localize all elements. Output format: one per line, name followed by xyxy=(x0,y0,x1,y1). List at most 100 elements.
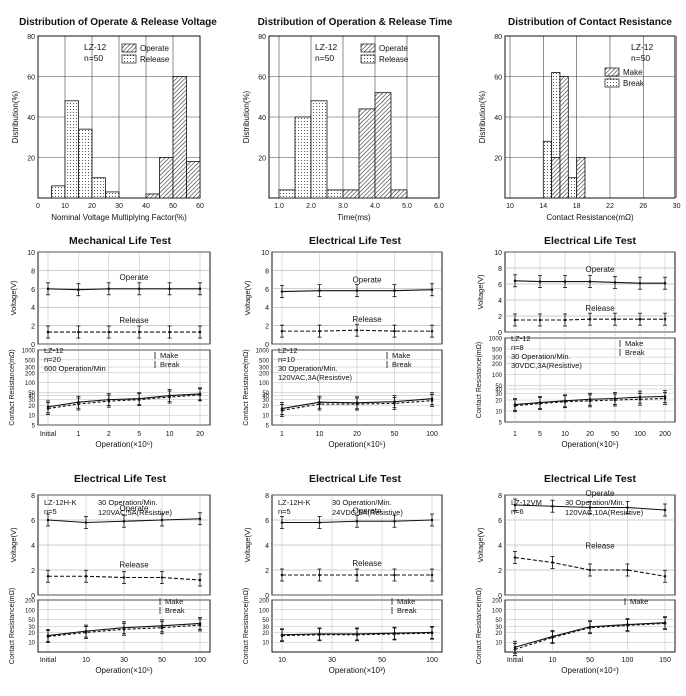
test-note: LZ-12 xyxy=(511,334,531,343)
release-label: Release xyxy=(119,560,149,569)
resistance-tick-label: 20 xyxy=(495,399,502,405)
operate-point xyxy=(318,289,321,292)
break-point xyxy=(663,622,667,625)
release-point xyxy=(663,317,667,321)
x-tick-label: 5 xyxy=(137,431,141,438)
resistance-tick-label: 10 xyxy=(262,414,269,420)
sample-count: n=50 xyxy=(631,53,650,63)
resistance-tick-label: 300 xyxy=(25,366,36,372)
x-tick-label: 40 xyxy=(142,203,150,210)
histogram-bar xyxy=(145,193,160,199)
x-tick-label: 100 xyxy=(426,657,438,664)
release-point xyxy=(77,330,80,334)
y-tick-label: 20 xyxy=(27,156,35,163)
release-point xyxy=(198,330,202,334)
resistance-tick-label: 100 xyxy=(492,373,503,379)
x-tick-label: 10 xyxy=(316,431,324,438)
legend-swatch xyxy=(604,78,620,88)
test-note: 120VAC,10A(Resistive) xyxy=(565,508,644,517)
resistance-tick-label: 10 xyxy=(28,641,35,647)
legend-label: Break xyxy=(392,360,412,369)
operate-point xyxy=(663,281,667,285)
x-tick-label: 30 xyxy=(328,657,336,664)
resistance-tick-label: 200 xyxy=(25,371,36,377)
x-tick-label: 1 xyxy=(280,431,284,438)
x-axis-label: Operation(×10⁵) xyxy=(328,440,386,449)
voltage-axis-label: Voltage(V) xyxy=(9,527,18,563)
voltage-tick-label: 6 xyxy=(31,518,35,525)
voltage-tick-label: 0 xyxy=(265,342,269,349)
resistance-tick-label: 50 xyxy=(28,618,35,624)
resistance-tick-label: 500 xyxy=(492,347,503,353)
release-label: Release xyxy=(585,542,615,551)
voltage-tick-label: 6 xyxy=(498,282,502,289)
release-point xyxy=(513,318,517,322)
resistance-tick-label: 30 xyxy=(28,625,35,631)
x-tick-label: 18 xyxy=(573,203,581,210)
x-tick-label: 3.0 xyxy=(338,203,348,210)
x-tick-label: 10 xyxy=(82,657,90,664)
y-tick-label: 80 xyxy=(27,34,35,41)
operate-point xyxy=(588,506,592,509)
operate-point xyxy=(198,517,202,521)
test-note: LZ-12 xyxy=(278,346,298,355)
histogram-bar xyxy=(542,140,553,199)
release-label: Release xyxy=(352,315,382,324)
legend-label: Break xyxy=(160,360,180,369)
operate-point xyxy=(77,288,80,292)
chart-title: Mechanical Life Test xyxy=(69,235,171,247)
break-point xyxy=(46,407,50,410)
histogram-bar xyxy=(390,189,408,199)
voltage-tick-label: 2 xyxy=(498,568,502,575)
release-label: Release xyxy=(352,559,382,568)
test-note: 24VDC,5A(Resistive) xyxy=(332,508,403,517)
y-axis-label: Distribution(%) xyxy=(11,90,20,143)
test-note: 120VAC,3A(Resistive) xyxy=(278,373,353,382)
x-tick-label: 10 xyxy=(278,657,286,664)
operate-label: Operate xyxy=(353,507,382,516)
release-point xyxy=(613,317,617,321)
resistance-tick-label: 50 xyxy=(262,618,269,624)
x-tick-label: 100 xyxy=(622,657,634,664)
histogram-bar xyxy=(342,189,360,199)
x-tick-label: 100 xyxy=(634,431,646,438)
break-point xyxy=(280,409,284,412)
break-point xyxy=(168,395,171,399)
x-tick-label: 10 xyxy=(561,431,569,438)
voltage-tick-label: 4 xyxy=(498,298,502,305)
test-note: n=20 xyxy=(44,355,61,364)
operate-point xyxy=(563,280,567,283)
resistance-axis-label: Contact Resistance(mΩ) xyxy=(243,588,250,664)
x-axis-label: Contact Resistance(mΩ) xyxy=(546,213,634,222)
operate-point xyxy=(513,503,517,507)
chart-title: Electrical Life Test xyxy=(309,235,402,247)
x-tick-label: 5 xyxy=(538,431,542,438)
y-tick-label: 20 xyxy=(258,156,266,163)
release-point xyxy=(355,328,359,332)
test-note: LZ-12VM xyxy=(511,498,542,507)
x-tick-label: 1 xyxy=(76,431,80,438)
chart-title: Electrical Life Test xyxy=(544,235,637,247)
histogram-bar xyxy=(172,76,187,199)
break-point xyxy=(84,631,88,634)
legend-label: Make xyxy=(160,351,178,360)
voltage-tick-label: 2 xyxy=(498,314,502,321)
break-point xyxy=(588,399,592,403)
resistance-tick-label: 50 xyxy=(495,618,502,624)
histogram-bar xyxy=(576,157,586,199)
voltage-tick-label: 4 xyxy=(31,543,35,550)
resistance-tick-label: 10 xyxy=(495,641,502,647)
release-line xyxy=(514,556,666,577)
resistance-tick-label: 10 xyxy=(262,641,269,647)
x-tick-label: 60 xyxy=(196,203,204,210)
release-point xyxy=(280,573,284,577)
break-point xyxy=(107,399,111,403)
legend-swatch xyxy=(121,43,137,53)
histogram-bar xyxy=(105,191,120,199)
break-point xyxy=(280,634,284,637)
x-tick-label: 4.0 xyxy=(370,203,380,210)
legend-label: Break xyxy=(165,606,185,615)
operate-point xyxy=(122,519,126,523)
